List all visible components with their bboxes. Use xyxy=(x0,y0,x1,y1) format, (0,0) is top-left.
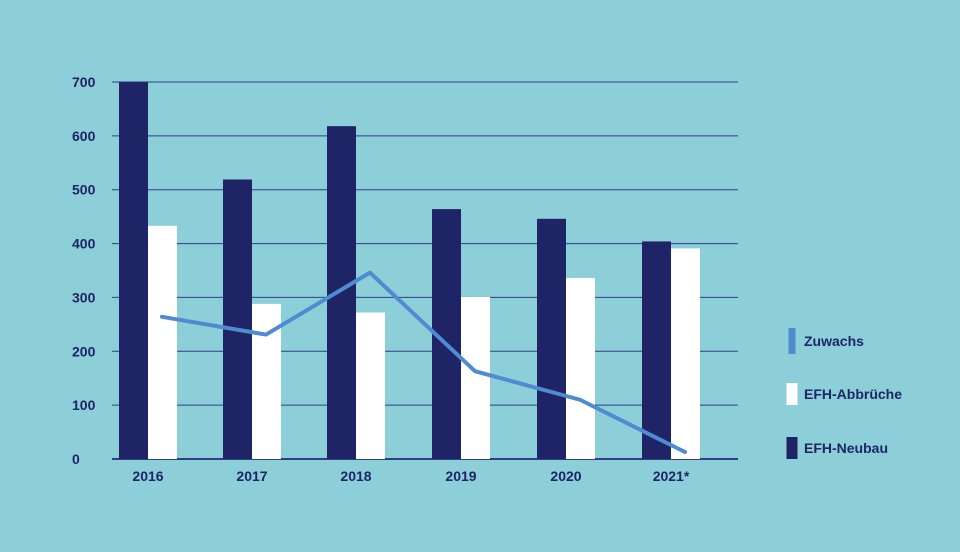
x-tick-label: 2018 xyxy=(340,468,371,484)
legend-swatch xyxy=(786,437,798,459)
x-tick-label: 2017 xyxy=(236,468,267,484)
bar-efh-abbrueche xyxy=(566,278,595,459)
bar-layer xyxy=(119,82,700,460)
x-tick-label: 2016 xyxy=(132,468,163,484)
axis-layer: 0 100 200 300 400 500 600 700 2016 2017 2018 2019 20… xyxy=(72,74,690,484)
y-tick-label: 200 xyxy=(72,343,96,359)
bar-efh-neubau xyxy=(327,126,356,460)
line-layer xyxy=(160,270,687,454)
y-tick-label: 700 xyxy=(72,74,96,90)
y-tick-label: 100 xyxy=(72,397,96,413)
legend-swatch xyxy=(786,383,798,405)
x-tick-label: 2021* xyxy=(653,468,690,484)
y-tick-label: 300 xyxy=(72,289,96,305)
bar-efh-abbrueche xyxy=(671,248,700,459)
legend-label: EFH-Abbrüche xyxy=(804,386,902,402)
y-tick-label: 500 xyxy=(72,182,96,198)
bar-efh-neubau xyxy=(537,218,566,459)
grid-layer xyxy=(112,81,738,460)
y-tick-label: 0 xyxy=(72,451,80,467)
bar-efh-abbrueche xyxy=(148,225,177,459)
bar-efh-neubau xyxy=(642,241,671,459)
legend-swatch xyxy=(788,328,796,354)
x-tick-label: 2019 xyxy=(445,468,476,484)
y-tick-label: 600 xyxy=(72,128,96,144)
bar-efh-abbrueche xyxy=(356,312,385,459)
x-tick-label: 2020 xyxy=(550,468,581,484)
y-tick-label: 400 xyxy=(72,236,96,252)
bar-efh-neubau xyxy=(223,179,252,459)
line-zuwachs xyxy=(160,270,687,454)
legend-label: Zuwachs xyxy=(804,333,864,349)
legend-label: EFH-Neubau xyxy=(804,440,888,456)
legend: Zuwachs EFH-Abbrüche EFH-Neubau xyxy=(786,328,902,459)
bar-efh-neubau xyxy=(119,82,148,459)
bar-efh-abbrueche xyxy=(461,296,490,459)
